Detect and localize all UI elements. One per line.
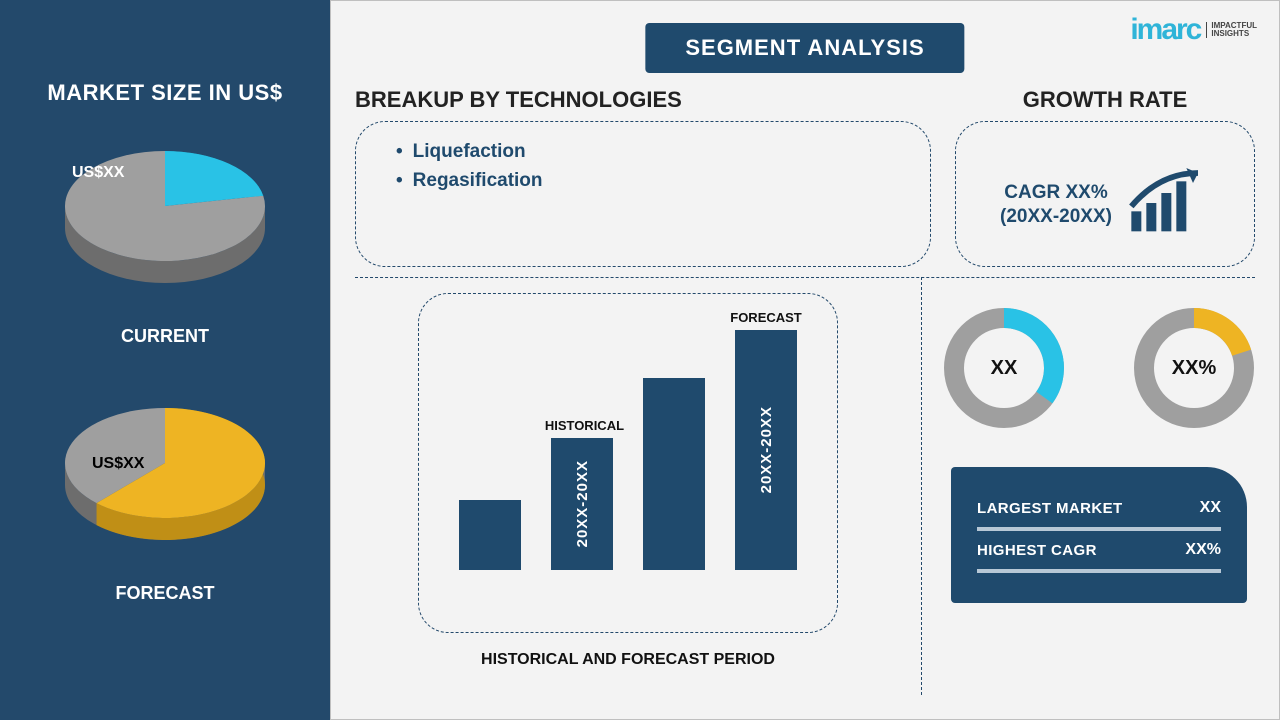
donut: XX% <box>1129 303 1259 433</box>
donut-center: XX <box>939 303 1069 433</box>
bar <box>459 500 521 570</box>
donut: XX <box>939 303 1069 433</box>
growth-text: CAGR XX% (20XX-20XX) <box>1000 181 1112 229</box>
info-block: LARGEST MARKET XX HIGHEST CAGR XX% <box>951 467 1247 603</box>
bars-caption: HISTORICAL AND FORECAST PERIOD <box>481 651 775 669</box>
info-row: LARGEST MARKET XX <box>977 499 1221 517</box>
left-panel: MARKET SIZE IN US$ US$XX CURRENT US$XX F… <box>0 0 330 720</box>
vertical-divider <box>921 277 922 695</box>
info-meter <box>977 569 1221 573</box>
tech-list: LiquefactionRegasification <box>382 138 904 195</box>
pie-current-caption: CURRENT <box>121 326 209 347</box>
row1: BREAKUP BY TECHNOLOGIES LiquefactionRega… <box>355 87 1255 267</box>
bar <box>643 378 705 570</box>
tech-item: Regasification <box>396 167 904 196</box>
market-size-title: MARKET SIZE IN US$ <box>47 80 282 106</box>
bar: HISTORICAL20XX-20XX <box>551 438 613 570</box>
info-key: HIGHEST CAGR <box>977 542 1097 559</box>
bar-inside-label: 20XX-20XX <box>574 460 591 547</box>
info-val: XX <box>1200 499 1221 517</box>
donut-center: XX% <box>1129 303 1259 433</box>
bar-inside-label: 20XX-20XX <box>758 406 775 493</box>
brand-logo: imarc IMPACTFULINSIGHTS <box>1130 13 1257 47</box>
info-meter <box>977 527 1221 531</box>
info-val: XX% <box>1185 541 1221 559</box>
brand-tagline: IMPACTFULINSIGHTS <box>1206 22 1257 38</box>
bars-region: HISTORICAL20XX-20XXFORECAST20XX-20XX HIS… <box>363 293 893 701</box>
pie-forecast-value: US$XX <box>92 455 144 473</box>
tech-heading: BREAKUP BY TECHNOLOGIES <box>355 87 931 113</box>
brand-word: imarc <box>1130 13 1200 47</box>
tech-card: BREAKUP BY TECHNOLOGIES LiquefactionRega… <box>355 87 931 267</box>
right-lower: XX XX% LARGEST MARKET XX HIGHEST CAGR XX… <box>951 293 1247 701</box>
page-title-pill: SEGMENT ANALYSIS <box>645 23 964 73</box>
info-row: HIGHEST CAGR XX% <box>977 541 1221 559</box>
pie-forecast: US$XX <box>50 393 280 563</box>
growth-icon <box>1126 168 1210 243</box>
info-key: LARGEST MARKET <box>977 500 1123 517</box>
bars-chart: HISTORICAL20XX-20XXFORECAST20XX-20XX <box>459 320 797 570</box>
growth-heading: GROWTH RATE <box>955 87 1255 113</box>
bar-top-label: FORECAST <box>729 310 803 325</box>
pie-current: US$XX <box>50 136 280 306</box>
growth-card-wrap: GROWTH RATE CAGR XX% (20XX-20XX) <box>955 87 1255 267</box>
tech-item: Liquefaction <box>396 138 904 167</box>
pie-current-value: US$XX <box>72 164 124 182</box>
horizontal-divider <box>355 277 1255 278</box>
bar: FORECAST20XX-20XX <box>735 330 797 570</box>
bar-top-label: HISTORICAL <box>545 418 619 433</box>
pie-forecast-caption: FORECAST <box>116 583 215 604</box>
donut-charts: XX XX% <box>951 303 1247 433</box>
right-area: imarc IMPACTFULINSIGHTS SEGMENT ANALYSIS… <box>330 0 1280 720</box>
